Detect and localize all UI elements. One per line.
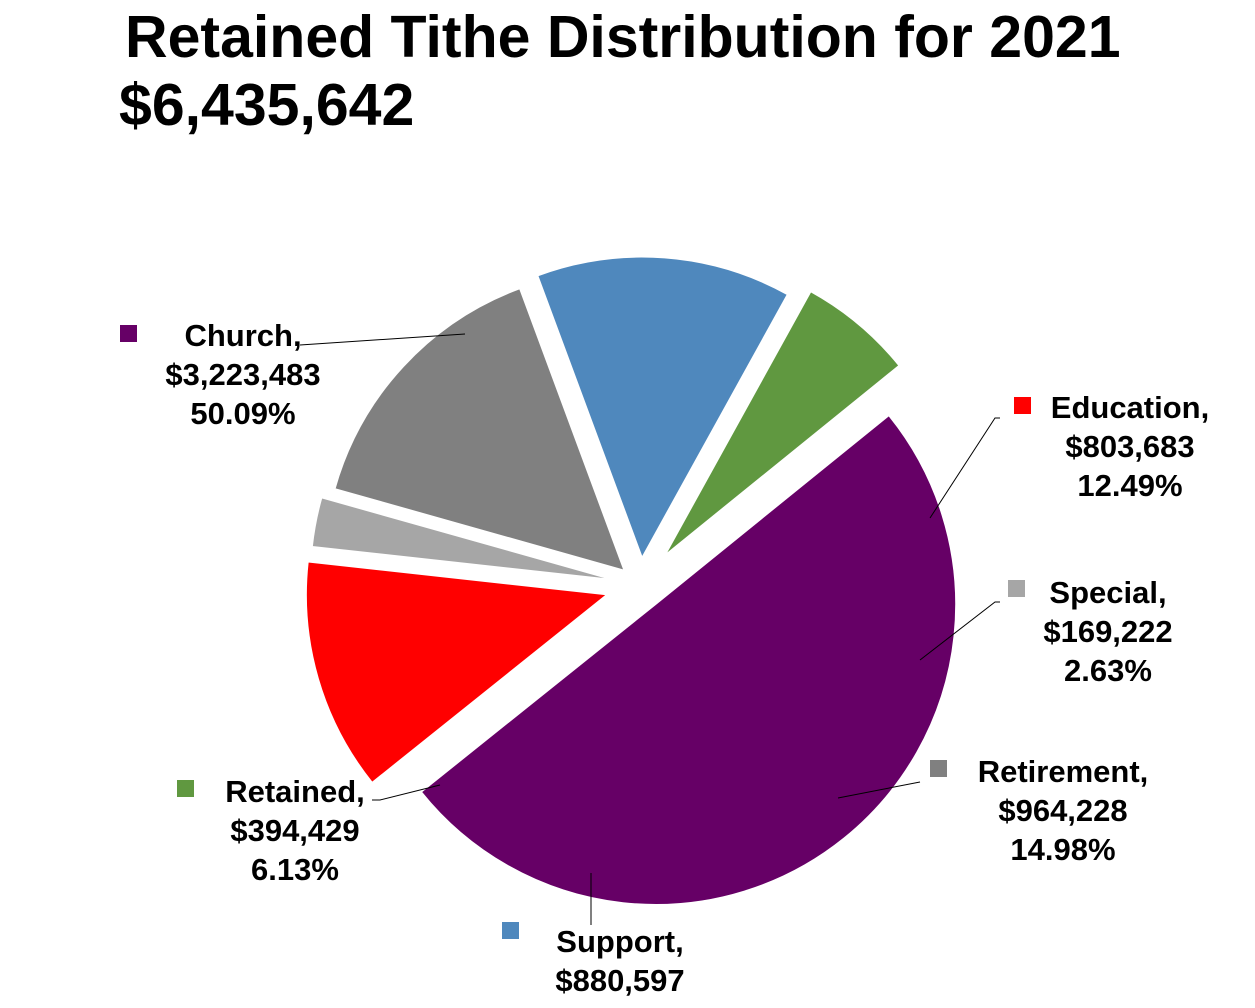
pie-slice-special — [311, 497, 611, 580]
slice-label-percent-retained: 6.13% — [251, 852, 339, 887]
leader-line-retirement — [837, 781, 921, 799]
slice-label-percent-support: 13.68% — [567, 1002, 672, 1008]
legend-key-church — [120, 325, 137, 342]
leader-line-church — [299, 333, 466, 346]
slice-label-percent-church: 50.09% — [190, 396, 295, 431]
slice-label-name-special: Special, — [1049, 575, 1166, 610]
legend-key-support — [502, 922, 519, 939]
pie-slice-retained — [665, 291, 900, 555]
leader-line-education — [929, 417, 1000, 519]
slice-label-name-retained: Retained, — [225, 774, 365, 809]
legend-key-special — [1008, 580, 1025, 597]
leader-line-special — [919, 601, 1000, 661]
legend-key-education — [1014, 397, 1031, 414]
legend-key-retirement — [930, 760, 947, 777]
pie-slice-education — [305, 561, 608, 783]
slice-label-amount-support: $880,597 — [555, 963, 684, 998]
pie-slice-church — [420, 414, 957, 905]
chart-title: Retained Tithe Distribution for 2021 — [125, 4, 1121, 70]
pie-slices — [305, 256, 957, 905]
chart-subtitle: $6,435,642 — [119, 72, 414, 138]
legend-key-retained — [177, 780, 194, 797]
leader-line-retained — [372, 784, 441, 801]
slice-label-amount-retained: $394,429 — [230, 813, 359, 848]
slice-label-name-church: Church, — [184, 318, 301, 353]
slice-label-name-support: Support, — [556, 924, 683, 959]
slice-label-amount-special: $169,222 — [1043, 614, 1172, 649]
pie-slice-retirement — [334, 288, 625, 571]
slice-label-name-retirement: Retirement, — [978, 754, 1149, 789]
slice-label-amount-church: $3,223,483 — [165, 357, 320, 392]
pie-slice-support — [537, 256, 788, 559]
slice-label-percent-retirement: 14.98% — [1010, 832, 1115, 867]
slice-label-percent-education: 12.49% — [1077, 468, 1182, 503]
slice-label-amount-education: $803,683 — [1065, 429, 1194, 464]
slice-label-percent-special: 2.63% — [1064, 653, 1152, 688]
slice-labels: Church, $3,223,483 50.09% Education, $803,68… — [120, 318, 1209, 1008]
slice-label-name-education: Education, — [1051, 390, 1209, 425]
slice-label-amount-retirement: $964,228 — [998, 793, 1127, 828]
